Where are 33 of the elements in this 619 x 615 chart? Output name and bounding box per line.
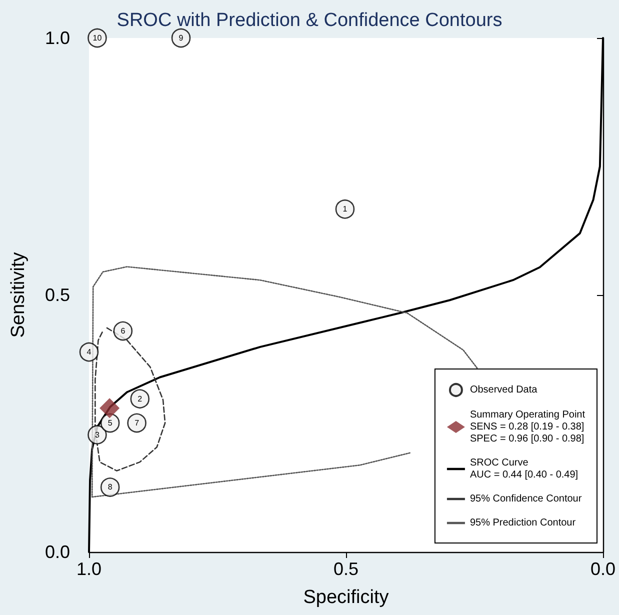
- y-tick-label: 1.0: [44, 28, 70, 48]
- point: [79, 342, 99, 362]
- annotation: 4: [86, 348, 92, 357]
- y-tick-label: 0.5: [44, 285, 70, 305]
- legend-label: SROC Curve AUC = 0.44 [0.40 - 0.49]: [470, 458, 578, 480]
- y-tick-label: 0.0: [44, 542, 70, 562]
- point: [100, 478, 120, 497]
- legend-label: Observed Data: [470, 384, 538, 396]
- point: [130, 389, 150, 408]
- point: [171, 28, 191, 48]
- x-tick-label: 0.0: [590, 559, 616, 579]
- annotation: 7: [134, 418, 140, 428]
- legend-label: Summary Operating Point SENS = 0.28 [0.19 - 0.38] SPEC = 0.96 [0.90 - 0.98]: [470, 410, 586, 444]
- annotation: 6: [120, 326, 126, 336]
- annotation: 2: [138, 394, 143, 404]
- annotation: 1: [342, 204, 348, 214]
- chart-title: SROC with Prediction & Confidence Contours: [116, 10, 502, 31]
- point: [335, 200, 355, 219]
- x-axis-title: Specificity: [303, 587, 390, 608]
- point: [113, 321, 133, 341]
- annotation: 3: [94, 430, 100, 440]
- x-tick-label: 1.0: [76, 559, 102, 579]
- annotation: 5: [108, 418, 113, 428]
- annotation: 9: [178, 34, 184, 42]
- annotation: 8: [108, 482, 113, 492]
- legend-label: 95% Prediction Contour: [470, 518, 576, 528]
- point: [88, 425, 107, 444]
- y-axis-title: Sensitivity: [8, 252, 29, 338]
- point: [100, 398, 120, 418]
- point: [127, 413, 146, 433]
- x-tick-label: 0.5: [333, 559, 359, 579]
- annotation: 10: [92, 34, 102, 42]
- legend-label: 95% Confidence Contour: [470, 494, 582, 504]
